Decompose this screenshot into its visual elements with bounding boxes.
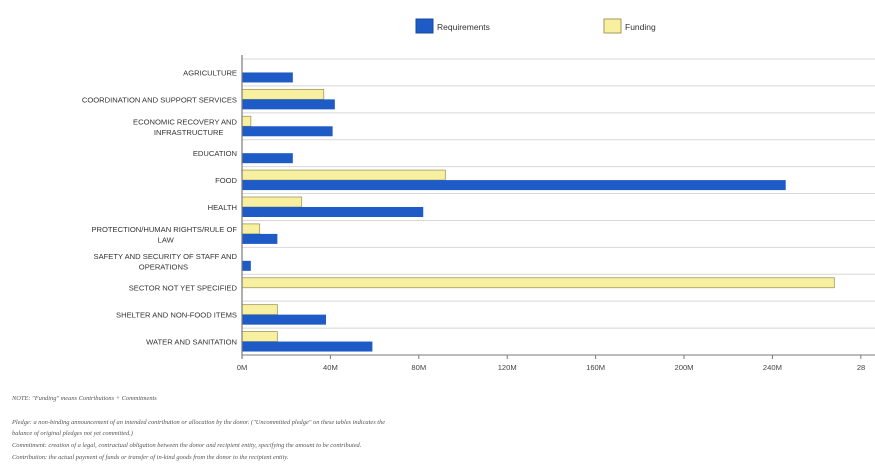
category-label: COORDINATION AND SUPPORT SERVICES bbox=[82, 95, 237, 104]
category-label: SECTOR NOT YET SPECIFIED bbox=[129, 284, 238, 293]
funding-bar bbox=[241, 196, 303, 208]
legend-label-funding: Funding bbox=[625, 22, 656, 32]
pledge-definition: Pledge: a non-binding announcement of an… bbox=[12, 419, 386, 426]
x-tick-label: 28 bbox=[857, 363, 865, 372]
legend-label-requirements: Requirements bbox=[437, 22, 490, 32]
requirements-bar bbox=[242, 72, 293, 83]
category-label: WATER AND SANITATION bbox=[146, 338, 237, 347]
category-label: ECONOMIC RECOVERY AND INFRASTRUCTURE bbox=[133, 117, 237, 136]
category-label: FOOD bbox=[215, 176, 237, 185]
funding-bar bbox=[241, 88, 325, 100]
legend-swatch-requirements bbox=[415, 18, 434, 34]
requirements-bar bbox=[242, 341, 373, 352]
funding-bar bbox=[241, 331, 278, 342]
funding-bar bbox=[241, 115, 252, 127]
legend-swatch-funding bbox=[603, 18, 622, 34]
x-tick-label: 80M bbox=[411, 363, 426, 372]
x-tick-label: 0M bbox=[237, 363, 248, 372]
requirements-bar bbox=[242, 233, 278, 244]
category-label: SAFETY AND SECURITY OF STAFF AND OPERATIO… bbox=[94, 252, 238, 272]
funding-note: NOTE: "Funding" means Contributions + Co… bbox=[12, 395, 157, 402]
x-tick-label: 120M bbox=[498, 363, 517, 372]
category-label: EDUCATION bbox=[193, 149, 237, 158]
category-label: HEALTH bbox=[208, 203, 237, 212]
requirements-bar bbox=[242, 180, 786, 191]
x-tick-label: 200M bbox=[675, 363, 694, 372]
pledge-definition-continued: balance of original pledges not yet comm… bbox=[12, 430, 133, 437]
funding-bar bbox=[241, 277, 835, 289]
plot-area: AGRICULTURE COORDINATION AND SUPPORT SERV… bbox=[82, 55, 875, 372]
funding-bar bbox=[241, 169, 446, 181]
requirements-bar bbox=[242, 260, 251, 271]
funding-bar bbox=[241, 223, 261, 235]
funding-bar bbox=[241, 304, 278, 316]
contribution-definition: Contribution: the actual payment of fund… bbox=[12, 454, 289, 461]
requirements-bar bbox=[242, 153, 293, 164]
category-label: AGRICULTURE bbox=[183, 68, 237, 77]
chart-legend: Requirements Funding bbox=[415, 18, 656, 34]
category-label: SHELTER AND NON-FOOD ITEMS bbox=[116, 311, 237, 320]
commitment-definition: Commitment: creation of a legal, contrac… bbox=[12, 442, 362, 449]
requirements-bar bbox=[242, 126, 333, 137]
category-label: PROTECTION/HUMAN RIGHTS/RULE OF LAW bbox=[91, 225, 237, 245]
x-tick-label: 40M bbox=[323, 363, 338, 372]
x-tick-label: 160M bbox=[586, 363, 605, 372]
requirements-bar bbox=[242, 314, 326, 325]
x-tick-label: 240M bbox=[763, 363, 782, 372]
requirements-bar bbox=[242, 207, 424, 217]
requirements-bar bbox=[242, 99, 335, 110]
